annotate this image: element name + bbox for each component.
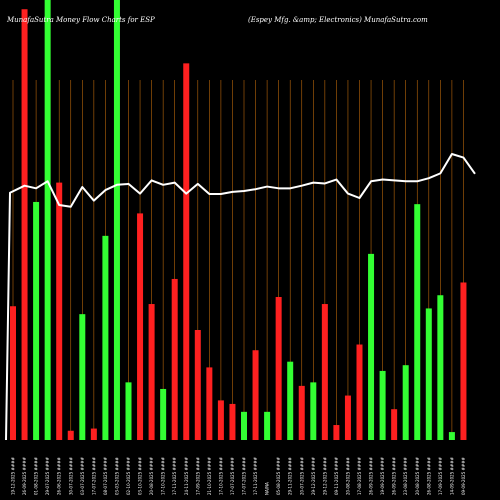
x-tick-label-23: NA/NA bbox=[265, 482, 270, 495]
x-tick-label-1: 19-12-2025 #### bbox=[11, 456, 16, 495]
x-tick-label-15: 17-11-2025 #### bbox=[172, 456, 177, 495]
bar-27 bbox=[310, 382, 317, 440]
x-tick-label-11: 02-10-2025 #### bbox=[126, 456, 131, 495]
bar-38 bbox=[437, 295, 444, 440]
bar-14 bbox=[160, 388, 167, 440]
bar-37 bbox=[425, 308, 432, 440]
x-tick-label-29: 09-11-2025 #### bbox=[334, 456, 339, 495]
bar-2 bbox=[21, 9, 28, 441]
x-tick-label-7: 03-07-2025 #### bbox=[80, 456, 85, 495]
bar-33 bbox=[379, 370, 386, 440]
x-tick-label-37: 26-08-2025 #### bbox=[426, 456, 431, 495]
x-tick-label-19: 17-10-2025 #### bbox=[218, 456, 223, 495]
x-tick-label-39: 14-09-2025 #### bbox=[449, 456, 454, 495]
x-tick-label-2: 26-09-2025 #### bbox=[22, 456, 27, 495]
x-tick-label-6: 30-07-2025 #### bbox=[68, 456, 73, 495]
x-tick-label-28: 29-12-2025 #### bbox=[322, 456, 327, 495]
x-tick-label-5: 26-06-2025 #### bbox=[57, 456, 62, 495]
bar-31 bbox=[356, 344, 363, 440]
chart-title-left: MunafaSutra Money Flow Charts for ESP bbox=[6, 16, 155, 24]
bar-24 bbox=[275, 297, 282, 440]
bar-10 bbox=[113, 0, 120, 440]
chart-title-right: (Espey Mfg. &amp; Electronics) MunafaSut… bbox=[248, 16, 428, 24]
x-tick-label-31: 17-08-2025 #### bbox=[357, 456, 362, 495]
tick-layer: 19-12-2025 #### 26-09-2025 #### 01-08-2025… bbox=[11, 456, 466, 495]
bar-5 bbox=[56, 182, 63, 440]
bar-40 bbox=[460, 282, 467, 440]
bar-19 bbox=[217, 400, 224, 440]
x-tick-label-20: 17-07-2025 #### bbox=[230, 456, 235, 495]
bar-30 bbox=[344, 395, 351, 440]
bar-25 bbox=[287, 361, 294, 440]
x-tick-label-8: 17-07-2025 #### bbox=[91, 456, 96, 495]
x-tick-label-22: 17-11-2025 #### bbox=[253, 456, 258, 495]
x-tick-label-34: 26-09-2025 #### bbox=[392, 456, 397, 495]
bar-28 bbox=[321, 304, 328, 440]
x-tick-label-33: 19-09-2025 #### bbox=[380, 456, 385, 495]
money-flow-line bbox=[5, 153, 476, 441]
x-tick-label-36: 20-08-2025 #### bbox=[415, 456, 420, 495]
bar-26 bbox=[298, 385, 305, 440]
x-tick-label-32: 26-09-2025 #### bbox=[369, 456, 374, 495]
bar-16 bbox=[183, 63, 190, 441]
x-tick-label-10: 03-03-2025 #### bbox=[114, 456, 119, 495]
bar-34 bbox=[391, 409, 398, 440]
x-tick-label-18: 21-10-2025 #### bbox=[207, 456, 212, 495]
bar-6 bbox=[67, 430, 74, 440]
bar-22 bbox=[252, 350, 259, 440]
x-tick-label-40: 09-09-2025 #### bbox=[461, 456, 466, 495]
x-tick-label-35: 23-08-2025 #### bbox=[403, 456, 408, 495]
x-tick-label-27: 29-12-2025 #### bbox=[311, 456, 316, 495]
bar-39 bbox=[448, 432, 455, 440]
x-tick-label-17: 17-09-2025 #### bbox=[195, 456, 200, 495]
bar-9 bbox=[102, 235, 109, 440]
bar-20 bbox=[229, 403, 236, 440]
bar-13 bbox=[148, 304, 155, 440]
x-tick-label-30: 20-08-2025 #### bbox=[345, 456, 350, 495]
x-tick-label-24: 05-08-2025 #### bbox=[276, 456, 281, 495]
bar-35 bbox=[402, 365, 409, 440]
x-tick-label-21: 17-07-2025 #### bbox=[242, 456, 247, 495]
bar-18 bbox=[206, 367, 213, 440]
line-layer bbox=[5, 153, 476, 441]
x-tick-label-13: 20-08-2025 #### bbox=[149, 456, 154, 495]
bar-17 bbox=[194, 330, 201, 440]
x-tick-label-25: 29-11-2025 #### bbox=[288, 456, 293, 495]
bar-3 bbox=[33, 201, 40, 440]
bar-32 bbox=[368, 253, 375, 440]
x-tick-label-26: 20-07-2025 #### bbox=[299, 456, 304, 495]
bar-15 bbox=[171, 278, 178, 440]
bar-12 bbox=[137, 213, 144, 440]
x-tick-label-14: 17-10-2025 #### bbox=[161, 456, 166, 495]
bar-11 bbox=[125, 382, 132, 440]
bar-1 bbox=[10, 306, 16, 440]
x-tick-label-3: 01-08-2025 #### bbox=[34, 456, 39, 495]
x-tick-label-12: 03-10-2025 #### bbox=[138, 456, 143, 495]
x-tick-label-4: 29-07-2025 #### bbox=[45, 456, 50, 495]
bar-36 bbox=[414, 204, 421, 440]
bar-4 bbox=[44, 0, 51, 440]
bar-7 bbox=[79, 314, 86, 440]
x-tick-label-9: 08-07-2025 #### bbox=[103, 456, 108, 495]
x-tick-label-38: 17-09-2025 #### bbox=[438, 456, 443, 495]
bar-8 bbox=[90, 428, 97, 440]
bar-23 bbox=[264, 411, 271, 440]
bar-layer bbox=[10, 0, 467, 441]
x-tick-label-16: 24-11-2025 #### bbox=[184, 456, 189, 495]
bar-29 bbox=[333, 425, 340, 440]
bar-21 bbox=[241, 411, 247, 440]
